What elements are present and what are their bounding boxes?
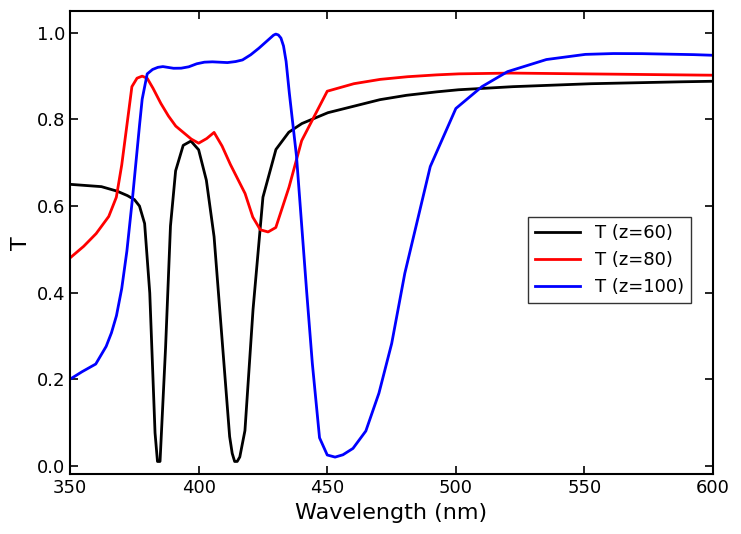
T (z=100) — [271, 31, 280, 37]
T (z=60) — [451, 87, 460, 93]
X-axis label: Wavelength (nm): Wavelength (nm) — [296, 503, 488, 523]
T (z=60) — [311, 114, 320, 121]
T (z=80) — [594, 71, 603, 77]
T (z=80) — [66, 255, 75, 261]
Legend: T (z=60), T (z=80), T (z=100): T (z=60), T (z=80), T (z=100) — [528, 217, 691, 303]
T (z=60) — [708, 78, 717, 84]
Line: T (z=60): T (z=60) — [70, 81, 713, 461]
T (z=80) — [451, 70, 460, 77]
T (z=80) — [311, 111, 320, 117]
T (z=100) — [708, 52, 717, 59]
T (z=80) — [708, 72, 717, 78]
T (z=100) — [311, 396, 320, 403]
T (z=80) — [545, 70, 554, 77]
T (z=60) — [594, 80, 603, 87]
T (z=60) — [545, 82, 554, 89]
T (z=100) — [182, 64, 191, 70]
T (z=100) — [594, 51, 603, 57]
T (z=100) — [484, 80, 493, 86]
Line: T (z=100): T (z=100) — [70, 34, 713, 457]
T (z=100) — [451, 105, 460, 112]
T (z=60) — [153, 458, 162, 465]
Y-axis label: T: T — [11, 236, 31, 250]
T (z=60) — [484, 85, 493, 91]
T (z=80) — [502, 70, 511, 76]
T (z=80) — [182, 132, 191, 139]
T (z=100) — [330, 454, 339, 460]
T (z=100) — [66, 376, 75, 382]
Line: T (z=80): T (z=80) — [70, 73, 713, 258]
T (z=60) — [66, 181, 75, 187]
T (z=60) — [182, 140, 191, 146]
T (z=100) — [545, 56, 554, 62]
T (z=80) — [484, 70, 493, 76]
